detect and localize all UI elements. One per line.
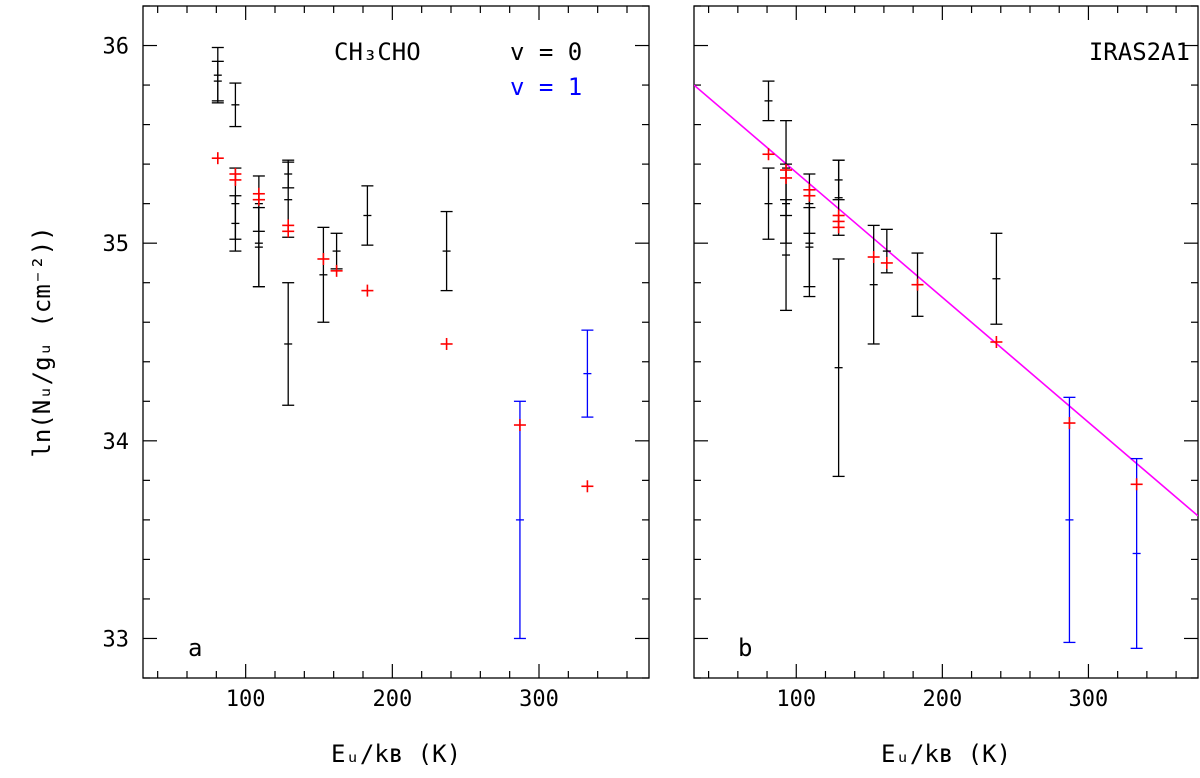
panel-a-model-point bbox=[513, 419, 526, 432]
panel-b-model-point bbox=[1063, 417, 1076, 430]
panel-a-model-point bbox=[317, 252, 330, 265]
panel-a-obs-v0-point bbox=[361, 185, 374, 246]
y-axis-label: ln(Nᵤ/gᵤ (cm⁻²)) bbox=[28, 226, 56, 457]
panel-a-model-point bbox=[330, 264, 343, 277]
panel-b-obs-v0-point bbox=[990, 232, 1003, 325]
panel-a-model-point bbox=[211, 152, 224, 165]
panel-a-frame bbox=[142, 5, 650, 679]
panel-a-obs-v0-point bbox=[282, 282, 295, 406]
panel-a-label: a bbox=[188, 634, 202, 662]
panel-b-obs-v0-point bbox=[803, 206, 816, 288]
panel-b-obs-v0-point bbox=[867, 224, 880, 345]
panel-a-x-tick-label: 200 bbox=[372, 687, 412, 712]
panel-a-y-tick-label: 34 bbox=[103, 430, 130, 455]
panel-a-obs-v0-point bbox=[211, 60, 224, 102]
panel-a-model-point bbox=[581, 480, 594, 493]
panel-b-obs-v1-point bbox=[1063, 396, 1076, 644]
panel-a-obs-v1-point bbox=[513, 400, 526, 640]
panel-b-obs-v0-point bbox=[832, 258, 845, 478]
panel-a-molecule-label: CH₃CHO bbox=[334, 38, 421, 66]
panel-a-x-tick-label: 100 bbox=[226, 687, 266, 712]
panel-b-obs-v0-point bbox=[762, 80, 775, 122]
panel-b-model-point bbox=[880, 256, 893, 269]
panel-b-fit-line bbox=[694, 84, 1198, 517]
panel-a-x-tick-label: 300 bbox=[519, 687, 559, 712]
panel-a-y-tick-label: 36 bbox=[103, 35, 130, 60]
panel-b-model-point bbox=[832, 221, 845, 234]
panel-b-x-tick-label: 100 bbox=[776, 687, 816, 712]
panel-a-model-point bbox=[440, 337, 453, 350]
panel-b-model-point bbox=[1130, 478, 1143, 491]
panel-a-obs-v0-point bbox=[440, 210, 453, 292]
panel-b-source-label: IRAS2A1 bbox=[1089, 38, 1190, 66]
panel-a-model-point bbox=[282, 225, 295, 238]
panel-b: 100 200 300 IRAS2A1 b Eᵤ/kʙ (K) bbox=[693, 5, 1199, 768]
panel-a-obs-v0-point bbox=[330, 232, 343, 270]
panel-a-obs-v1-point bbox=[581, 329, 594, 418]
panel-a-obs-v0-point bbox=[229, 82, 242, 128]
panel-b-model-point bbox=[911, 278, 924, 291]
panel-b-obs-v0-point bbox=[762, 167, 775, 240]
legend-v0-label: v = 0 bbox=[510, 38, 582, 66]
panel-b-model-point bbox=[990, 336, 1003, 348]
panel-a-obs-v0-point bbox=[252, 206, 265, 288]
panel-a-y-tick-label: 33 bbox=[103, 627, 130, 652]
panel-b-model-point bbox=[780, 171, 793, 184]
panel-a-model-point bbox=[229, 173, 242, 186]
panel-b-obs-v0-point bbox=[780, 199, 793, 312]
panel-b-model-point bbox=[803, 189, 816, 202]
panel-a-x-axis-label: Eᵤ/kʙ (K) bbox=[331, 740, 461, 768]
panel-a-model-point bbox=[252, 193, 265, 206]
panel-a-obs-v0-point bbox=[317, 226, 330, 323]
panel-b-x-axis-label: Eᵤ/kʙ (K) bbox=[881, 740, 1011, 768]
panel-b-model-point bbox=[867, 251, 880, 264]
panel-a-model-point bbox=[361, 284, 374, 297]
panel-b-frame bbox=[693, 5, 1199, 679]
panel-a: 100 200 300 33 34 35 36 CH₃CHO v = 0 v = 1 a E… bbox=[103, 5, 650, 768]
panel-b-x-tick-label: 200 bbox=[922, 687, 962, 712]
panel-b-model-point bbox=[762, 148, 775, 161]
panel-a-y-tick-label: 35 bbox=[103, 232, 130, 257]
panel-b-label: b bbox=[738, 634, 752, 662]
panel-a-obs-v0-point bbox=[229, 195, 242, 252]
panel-b-x-tick-label: 300 bbox=[1069, 687, 1109, 712]
legend-v1-label: v = 1 bbox=[510, 73, 582, 101]
